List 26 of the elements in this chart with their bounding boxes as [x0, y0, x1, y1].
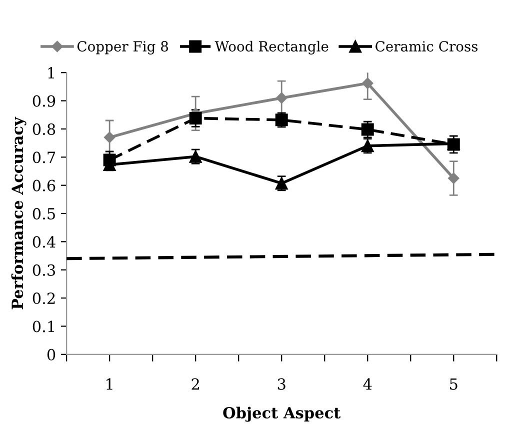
x-tick-label: 3: [278, 378, 286, 390]
y-tick-label: 0.1: [32, 320, 54, 332]
legend-label: Wood Rectangle: [214, 40, 328, 54]
x-tick-label: 4: [363, 378, 372, 390]
y-tick-label: 0.9: [32, 95, 56, 107]
y-tick-label: 1: [48, 67, 54, 78]
legend-label: Ceramic Cross: [376, 41, 478, 52]
x-tick-label: 2: [192, 378, 199, 390]
y-tick-label: 0: [47, 348, 56, 360]
legend-label: Copper Fig 8: [77, 41, 168, 54]
y-tick-label: 0.4: [32, 236, 56, 248]
point: [189, 112, 202, 124]
point: [104, 132, 116, 144]
y-tick-label: 0.6: [32, 180, 56, 192]
y-tick-label: 0.3: [32, 264, 56, 276]
x-tick-label: 1: [106, 378, 112, 390]
point: [276, 92, 288, 104]
point: [362, 78, 374, 89]
point: [448, 172, 460, 184]
y-tick-label: 0.5: [32, 208, 55, 220]
x-tick-label: 5: [450, 378, 458, 390]
x-axis-title: Object Aspect: [223, 406, 341, 422]
y-axis-title: Performance Accuracy: [11, 116, 26, 310]
y-tick-label: 0.7: [32, 152, 56, 164]
y-tick-label: 0.2: [32, 292, 55, 304]
y-tick-label: 0.8: [32, 123, 56, 135]
